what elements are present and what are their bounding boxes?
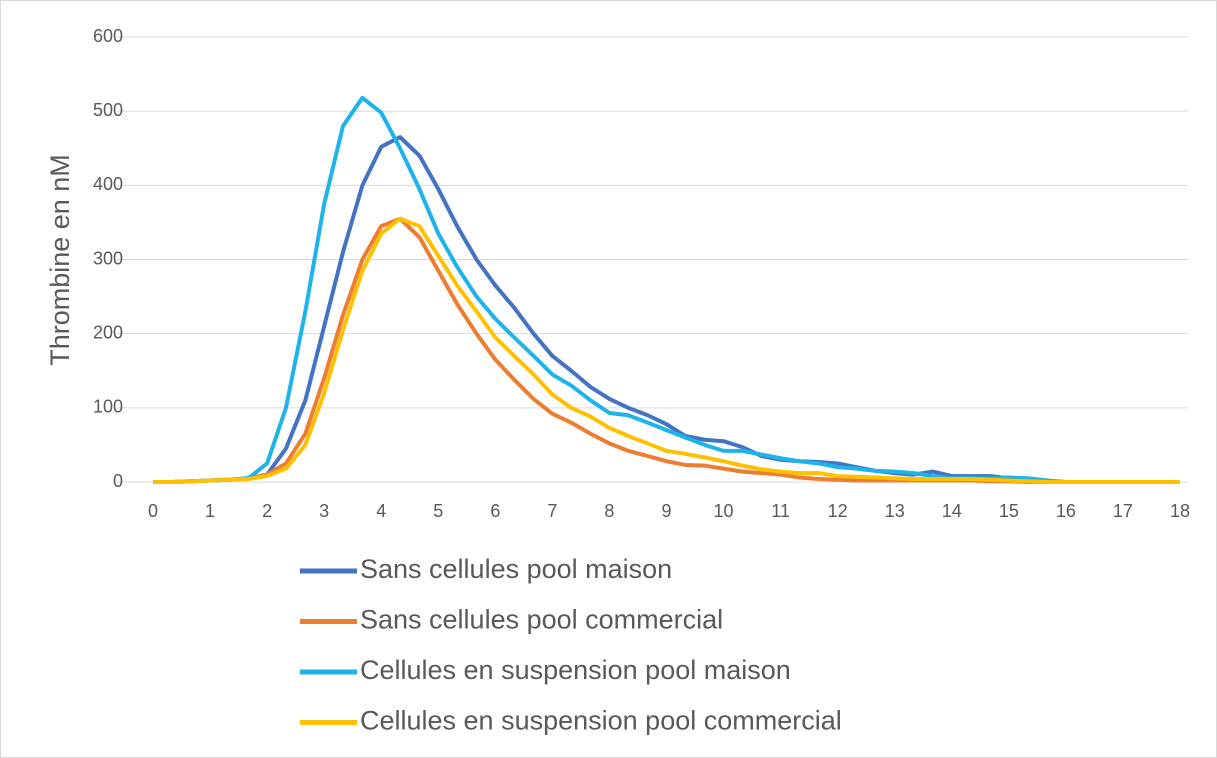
series-line xyxy=(153,95,1180,484)
x-tick-label: 11 xyxy=(771,501,790,521)
x-tick-label: 17 xyxy=(1113,501,1133,521)
y-tick-label: 600 xyxy=(93,26,123,46)
x-tick-label: 10 xyxy=(714,501,734,521)
y-tick-label: 400 xyxy=(93,174,123,194)
x-tick-label: 14 xyxy=(942,501,962,521)
x-tick-label: 2 xyxy=(262,501,272,521)
legend-label: Sans cellules pool maison xyxy=(360,554,672,584)
x-tick-label: 15 xyxy=(999,501,1019,521)
legend-label: Cellules en suspension pool commercial xyxy=(360,706,842,736)
x-tick-label: 6 xyxy=(490,501,500,521)
x-tick-label: 1 xyxy=(205,501,215,521)
x-tick-label: 0 xyxy=(148,501,158,521)
x-tick-label: 9 xyxy=(661,501,671,521)
x-tick-label: 13 xyxy=(885,501,905,521)
x-tick-label: 4 xyxy=(376,501,386,521)
x-tick-label: 18 xyxy=(1170,501,1190,521)
y-tick-label: 100 xyxy=(93,397,123,417)
x-tick-label: 7 xyxy=(547,501,557,521)
y-tick-label: 300 xyxy=(93,248,123,268)
legend-label: Sans cellules pool commercial xyxy=(360,605,723,635)
x-tick-label: 5 xyxy=(433,501,443,521)
x-tick-label: 3 xyxy=(319,501,329,521)
y-axis-label: Thrombine en nM xyxy=(45,154,75,366)
x-tick-label: 12 xyxy=(828,501,848,521)
y-tick-label: 500 xyxy=(93,100,123,120)
y-tick-label: 0 xyxy=(113,471,123,491)
x-tick-label: 8 xyxy=(604,501,614,521)
x-tick-label: 16 xyxy=(1056,501,1076,521)
legend-label: Cellules en suspension pool maison xyxy=(360,655,791,685)
series-line xyxy=(153,216,1180,484)
y-tick-label: 200 xyxy=(93,322,123,342)
